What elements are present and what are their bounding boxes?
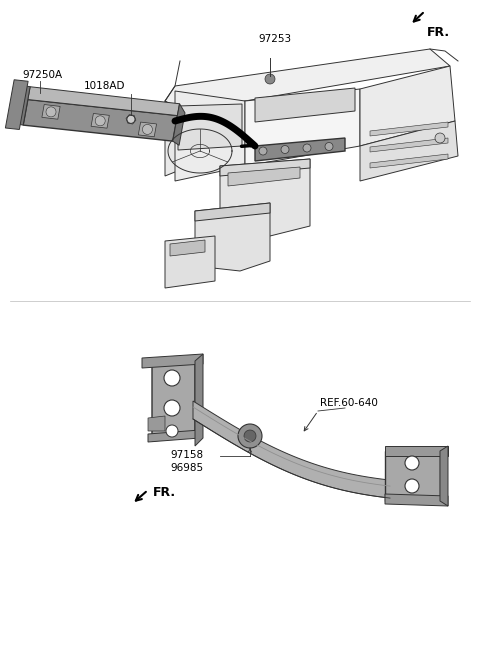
Polygon shape — [91, 113, 109, 128]
Polygon shape — [195, 354, 203, 446]
Text: FR.: FR. — [427, 26, 450, 39]
Circle shape — [435, 133, 445, 143]
Polygon shape — [360, 66, 455, 146]
Polygon shape — [385, 446, 448, 456]
Text: 96985: 96985 — [170, 463, 203, 473]
Circle shape — [325, 142, 333, 150]
Circle shape — [405, 456, 419, 470]
Polygon shape — [255, 88, 355, 122]
Circle shape — [281, 146, 289, 154]
Polygon shape — [23, 100, 178, 141]
Circle shape — [127, 115, 135, 123]
Polygon shape — [370, 138, 448, 152]
Polygon shape — [16, 85, 30, 125]
Text: 97253: 97253 — [258, 34, 291, 44]
Polygon shape — [370, 122, 448, 136]
Circle shape — [46, 107, 56, 117]
Text: FR.: FR. — [153, 486, 176, 499]
Polygon shape — [28, 87, 180, 115]
Polygon shape — [165, 101, 190, 176]
Polygon shape — [175, 91, 245, 181]
Polygon shape — [228, 167, 300, 186]
Polygon shape — [220, 159, 310, 176]
Polygon shape — [440, 446, 448, 506]
Polygon shape — [165, 236, 215, 288]
Polygon shape — [195, 203, 270, 221]
Polygon shape — [138, 122, 156, 136]
Circle shape — [164, 370, 180, 386]
Polygon shape — [170, 240, 205, 256]
Circle shape — [238, 424, 262, 448]
Polygon shape — [173, 104, 185, 146]
Text: REF.60-640: REF.60-640 — [320, 398, 378, 408]
Polygon shape — [370, 154, 448, 168]
Circle shape — [259, 147, 267, 155]
Text: 1018AD: 1018AD — [84, 81, 125, 91]
Circle shape — [265, 74, 275, 84]
Polygon shape — [148, 416, 165, 431]
Polygon shape — [360, 121, 458, 181]
Polygon shape — [220, 159, 310, 236]
Circle shape — [164, 400, 180, 416]
Polygon shape — [255, 138, 345, 161]
Circle shape — [95, 116, 105, 126]
Text: 97250A: 97250A — [22, 70, 62, 80]
Polygon shape — [245, 89, 360, 166]
Circle shape — [303, 144, 311, 152]
Circle shape — [244, 430, 256, 442]
Polygon shape — [5, 80, 28, 129]
Polygon shape — [178, 104, 242, 150]
Polygon shape — [152, 361, 195, 441]
Polygon shape — [385, 494, 448, 506]
Circle shape — [143, 125, 153, 134]
Polygon shape — [142, 354, 203, 368]
Polygon shape — [195, 203, 270, 271]
Text: 97158: 97158 — [170, 450, 203, 460]
Polygon shape — [385, 451, 440, 501]
Polygon shape — [42, 104, 60, 119]
Polygon shape — [165, 49, 450, 116]
Circle shape — [405, 479, 419, 493]
Circle shape — [166, 425, 178, 437]
Polygon shape — [148, 430, 200, 442]
Polygon shape — [193, 401, 390, 498]
